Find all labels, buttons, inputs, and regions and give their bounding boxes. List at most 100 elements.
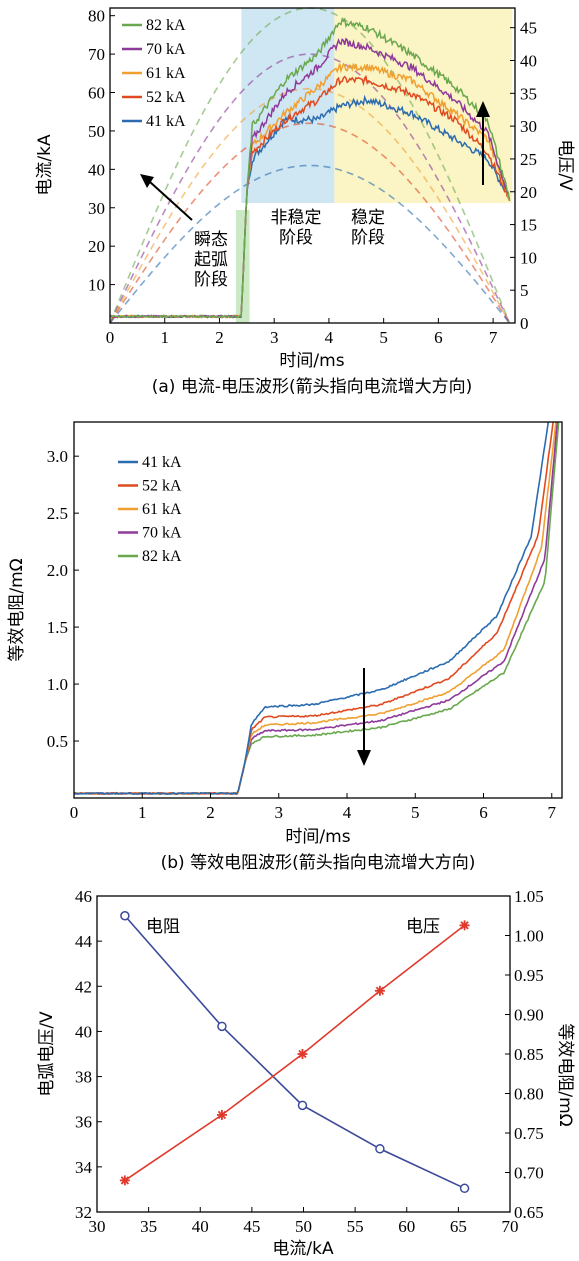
panel-a-ytick: 30 (88, 199, 105, 218)
panel-a-ytick: 10 (88, 276, 105, 295)
panel-c-y2tick: 0.70 (514, 1164, 544, 1183)
panel-a-xtick: 7 (489, 328, 498, 347)
panel-c-ytick: 44 (75, 932, 93, 951)
panel-b-ytick: 2.5 (47, 504, 68, 523)
current-curve-41kA (109, 164, 511, 324)
panel-c-voltage-resistance: 30 35 40 45 50 55 60 65 70 32 34 36 38 40 42 44 46 0.65 0.… (37, 887, 575, 1259)
legend-label: 61 kA (146, 65, 186, 82)
panel-b-arrow (357, 668, 371, 766)
legend-label: 70 kA (142, 525, 182, 542)
panel-a-y2tick: 15 (520, 216, 537, 235)
panel-b-xtick: 3 (275, 803, 284, 822)
panel-a-caption: (a) 电流-电压波形(箭头指向电流增大方向) (152, 377, 472, 397)
panel-a-ylabel: 电流/kA (35, 134, 55, 196)
panel-a-ytick: 20 (88, 237, 105, 256)
current-curve-52kA (109, 122, 511, 324)
panel-c-xtick: 30 (89, 1217, 106, 1236)
panel-a-arrow-current (140, 174, 193, 221)
panel-c-y2tick: 1.05 (514, 887, 544, 906)
resistance-point (297, 1100, 308, 1111)
legend-label: 70 kA (146, 41, 186, 58)
panel-c-y2tick: 0.65 (514, 1203, 544, 1222)
legend-label: 82 kA (142, 548, 182, 565)
resistance-point (120, 911, 130, 921)
voltage-point (216, 1109, 227, 1120)
region-3 (334, 8, 513, 203)
panel-c-y2tick: 0.80 (514, 1085, 544, 1104)
region-label-2: 非稳定 (271, 208, 322, 228)
panel-c-xtick: 45 (243, 1217, 260, 1236)
panel-c-xtick: 70 (502, 1217, 519, 1236)
panel-b-ytick: 1.0 (47, 675, 68, 694)
panel-a-xtick: 4 (325, 328, 334, 347)
panel-b-ytick: 2.0 (47, 561, 68, 580)
panel-b-xtick: 7 (548, 803, 557, 822)
legend-label: 52 kA (146, 89, 186, 106)
panel-a-y2tick: 5 (520, 281, 529, 300)
panel-c-y2tick: 0.95 (514, 966, 544, 985)
panel-c-ytick: 42 (75, 977, 92, 996)
panel-a-xtick: 0 (106, 328, 115, 347)
panel-c-ytick: 46 (75, 887, 92, 906)
panel-a-y2tick: 10 (520, 248, 537, 267)
legend-label: 41 kA (142, 454, 182, 471)
region-label-3: 阶段 (351, 228, 385, 248)
panel-c-ylabel: 电弧电压/V (37, 1011, 57, 1097)
panel-a-y2tick: 20 (520, 183, 537, 202)
region-2 (241, 8, 335, 203)
panel-a-arrow-voltage (476, 101, 490, 185)
legend-label: 61 kA (142, 501, 182, 518)
panel-b-ytick: 1.5 (47, 618, 68, 637)
panel-c-xtick: 50 (295, 1217, 312, 1236)
voltage-point (459, 920, 470, 931)
panel-a-ytick: 40 (88, 160, 105, 179)
panel-a-y2tick: 40 (520, 52, 537, 71)
panel-b-ytick: 0.5 (47, 732, 68, 751)
panel-b-ylabel: 等效电阻/mΩ (7, 558, 27, 661)
panel-a-ytick: 60 (88, 84, 105, 103)
panel-a-ytick: 80 (88, 7, 105, 26)
panel-a-y2label: 电压/V (555, 139, 575, 191)
panel-b-ytick: 3.0 (47, 447, 68, 466)
voltage-curve-82kA (109, 17, 511, 319)
panel-a-xtick: 2 (215, 328, 224, 347)
panel-c-ytick: 40 (75, 1022, 92, 1041)
panel-b-xtick: 2 (206, 803, 215, 822)
voltage-point (297, 1049, 308, 1059)
panel-a-y2tick: 25 (520, 150, 537, 169)
legend-label: 41 kA (146, 113, 186, 130)
resistance-point (217, 1021, 227, 1032)
panel-a-xtick: 1 (160, 328, 169, 347)
panel-a-y2tick: 0 (520, 314, 529, 333)
panel-c-xtick: 55 (347, 1217, 364, 1236)
resistance-point (459, 1183, 470, 1194)
panel-a-frame (109, 7, 516, 324)
panel-a-ytick: 70 (88, 45, 105, 64)
panel-b-xtick: 6 (479, 803, 488, 822)
panel-a-xtick: 5 (379, 328, 388, 347)
panel-a-xtick: 3 (270, 328, 279, 347)
panel-b-caption: (b) 等效电阻波形(箭头指向电流增大方向) (161, 853, 476, 873)
panel-a-y2tick: 30 (520, 117, 537, 136)
panel-a-xtick: 6 (434, 328, 443, 347)
panel-a-y2tick: 45 (520, 19, 537, 38)
panel-c-ytick: 38 (75, 1068, 92, 1087)
panel-c-voltage-label: 电压 (406, 917, 440, 937)
panel-c-ytick: 34 (75, 1158, 93, 1177)
voltage-point (374, 985, 385, 996)
current-curve-70kA (109, 53, 511, 324)
panel-c-ytick: 32 (75, 1203, 92, 1222)
panel-c-y2tick: 1.00 (514, 927, 544, 946)
panel-c-y2label: 等效电阻/mΩ (555, 1023, 575, 1126)
panel-c-xtick: 35 (140, 1217, 157, 1236)
region-label-2: 阶段 (279, 228, 313, 248)
panel-a-ytick: 50 (88, 122, 105, 141)
voltage-point (119, 1175, 130, 1186)
series-line-resistance (124, 915, 465, 1190)
region-label-3: 稳定 (351, 208, 385, 228)
resistance-curve-41kA (73, 421, 550, 796)
region-label-1: 起弧 (194, 250, 228, 270)
panel-c-y2tick: 0.90 (514, 1006, 544, 1025)
panel-a-current-voltage: 0 1 2 3 4 5 6 710203040506070800510152025303540… (35, 7, 575, 397)
